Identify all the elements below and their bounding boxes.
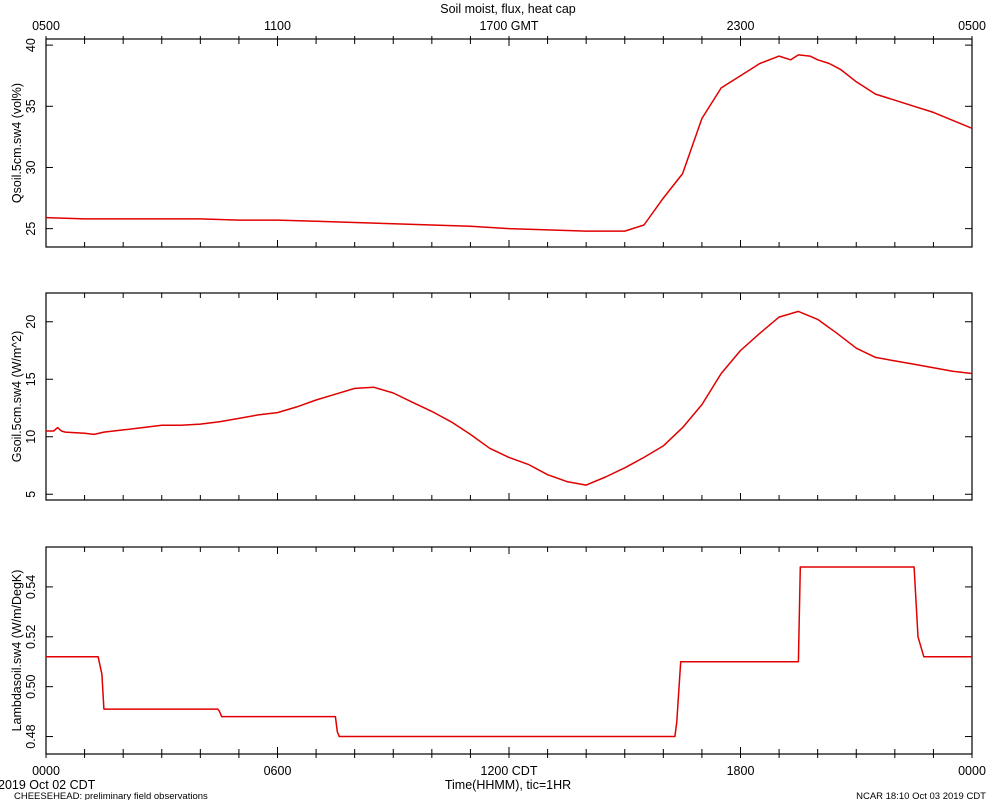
plot-frame [45,546,973,755]
y-axis-label: Qsoil.5cm.sw4 (vol%) [10,83,24,203]
plot-frame [45,292,973,501]
y-axis-label: Lambdasoil.sw4 (W/m/DegK) [10,570,24,732]
y-tick-label: 0.54 [24,575,38,599]
bottom-tick-label: 1200 CDT [481,764,538,778]
bottom-time-axis: 0000 0600 1200 CDT 1800 0000 [32,764,986,778]
data-series-line [45,54,973,232]
top-time-axis: 0500 1100 1700 GMT 2300 0500 [32,19,986,33]
y-tick-label: 35 [24,99,38,113]
plot-frame [45,38,973,248]
y-tick-label: 20 [24,315,38,329]
y-tick-label: 25 [24,222,38,236]
bottom-tick-label: 0000 [958,764,986,778]
y-tick-label: 5 [24,491,38,498]
x-axis-label: Time(HHMM), tic=1HR [445,778,571,792]
top-tick-label: 0500 [32,19,60,33]
y-tick-label: 0.52 [24,625,38,649]
y-tick-label: 30 [24,160,38,174]
data-series-line [46,310,973,486]
y-axis-label: Gsoil.5cm.sw4 (W/m^2) [10,331,24,463]
y-tick-label: 10 [24,430,38,444]
soil-moisture-panel: 25 30 35 40 Qsoil.5cm.sw4 (vol%) [10,36,973,248]
chart-title: Soil moist, flux, heat cap [440,2,576,16]
footer-right-note: NCAR 18:10 Oct 03 2019 CDT [856,791,986,800]
y-tick-label: 0.48 [24,724,38,748]
top-tick-label: 2300 [727,19,755,33]
top-tick-label: 1100 [264,19,291,33]
top-tick-label: 0500 [958,19,986,33]
y-tick-label: 0.50 [24,674,38,698]
y-tick-label: 15 [24,372,38,386]
footer-left-note: CHEESEHEAD: preliminary field observatio… [14,791,208,800]
bottom-tick-label: 0000 [32,764,60,778]
bottom-tick-label: 0600 [264,764,292,778]
y-tick-label: 40 [24,38,38,52]
date-label: 2019 Oct 02 CDT [0,778,96,792]
top-tick-label: 1700 GMT [479,19,538,33]
data-series-line [46,566,972,738]
bottom-tick-label: 1800 [727,764,755,778]
